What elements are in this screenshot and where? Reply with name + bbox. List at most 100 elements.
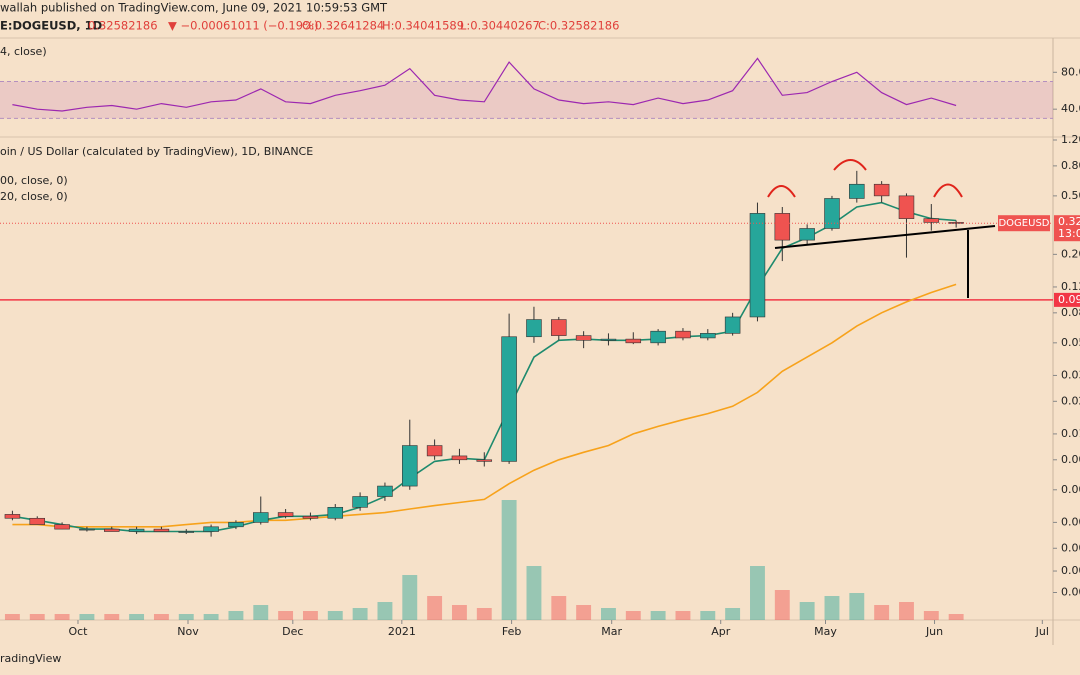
volume-bar <box>352 608 368 620</box>
volume-bar <box>874 605 890 620</box>
y-tick-label: 40.00 <box>1061 102 1080 115</box>
volume-bar <box>849 593 865 620</box>
y-tick-label: 0.0010 <box>1061 586 1080 599</box>
volume-bar <box>625 611 641 620</box>
candle-body <box>54 524 70 530</box>
volume-bar <box>253 605 269 620</box>
marks: 80.00 40.00 1.200 0.800 0.500 0.200 0.120 0.080… <box>0 57 1080 638</box>
price-tag-label: 0.32582186 <box>1058 215 1080 228</box>
volume-bar <box>551 596 567 620</box>
candle-body <box>352 496 368 508</box>
volume-bar <box>526 566 542 620</box>
volume-bar <box>923 611 939 620</box>
y-tick-label: 0.003 <box>1061 515 1080 528</box>
y-tick-label: 0.002 <box>1061 541 1080 554</box>
head <box>833 159 867 171</box>
candle-body <box>104 528 120 532</box>
x-tick-label: Oct <box>68 625 88 638</box>
candle-body <box>625 338 642 344</box>
candle-body <box>4 514 21 519</box>
volume-bar <box>576 605 592 620</box>
volume-bar <box>302 611 318 620</box>
volume-bar <box>799 602 815 620</box>
symbol: E:DOGEUSD, 1D <box>0 19 102 33</box>
candle-body <box>526 319 542 338</box>
volume-bar <box>650 611 666 620</box>
candle-body <box>799 228 815 241</box>
candle-body <box>824 198 840 229</box>
price-title: oin / US Dollar (calculated by TradingVi… <box>0 145 313 158</box>
y-tick-label: 0.200 <box>1061 247 1080 260</box>
candle-body <box>178 531 195 533</box>
candle-body <box>551 319 567 336</box>
y-tick-label: 0.120 <box>1061 280 1080 293</box>
volume-bar <box>948 614 964 620</box>
candle-body <box>128 528 145 532</box>
candle-body <box>501 336 517 462</box>
volume-bar <box>601 608 616 620</box>
y-tick-label: 0.008 <box>1061 453 1080 466</box>
candle-body <box>724 316 741 334</box>
volume-bar <box>29 614 45 620</box>
x-tick-label: Jun <box>925 625 943 638</box>
candle-body <box>650 330 666 344</box>
y-tick-label: 0.800 <box>1061 159 1080 172</box>
volume-bar <box>501 500 517 620</box>
volume-bar <box>4 614 20 620</box>
volume-bar <box>278 611 294 620</box>
left-shoulder <box>767 185 796 198</box>
right-shoulder <box>933 183 963 198</box>
volume-bar <box>203 614 219 620</box>
volume-bar <box>129 614 145 620</box>
close: C:0.32582186 <box>538 19 619 33</box>
candle-body <box>575 335 592 341</box>
change: ▼ −0.00061011 (−0.19%) <box>168 19 318 33</box>
y-tick-label: 0.080 <box>1061 306 1080 319</box>
volume-bar <box>700 611 716 620</box>
x-tick-label: Feb <box>502 625 521 638</box>
volume-bar <box>79 614 95 620</box>
volume-bar <box>750 566 765 620</box>
symbol-tag <box>998 215 1050 232</box>
candle-body <box>377 485 393 497</box>
high: H:0.34041589 <box>382 19 464 33</box>
y-tick-label: 0.0014 <box>1061 564 1080 577</box>
candle-body <box>153 528 170 532</box>
candle-body <box>451 455 468 461</box>
candle-body <box>849 183 865 199</box>
candle-body <box>228 522 244 528</box>
level-label: 0.098 <box>1058 293 1080 306</box>
candle-body <box>253 512 269 523</box>
candle-body <box>29 517 46 525</box>
symbol-tag-label: DOGEUSD <box>998 218 1049 229</box>
volume-bar <box>675 611 691 620</box>
countdown: 13:0 <box>1058 227 1080 240</box>
x-tick-label: Apr <box>711 625 731 638</box>
candle-body <box>948 222 964 224</box>
candle-body <box>923 218 940 223</box>
candle-body <box>700 333 716 339</box>
publisher: wallah published on TradingView.com, Jun… <box>0 1 388 15</box>
x-tick-label: 2021 <box>388 625 416 638</box>
volume-bar <box>228 611 244 620</box>
candle-body <box>277 512 294 517</box>
x-tick-label: Nov <box>177 625 199 638</box>
candle-body <box>898 195 915 219</box>
y-tick-label: 0.005 <box>1061 483 1080 496</box>
level-tag <box>1054 292 1080 307</box>
volume-bar <box>377 602 393 620</box>
y-tick-label: 0.030 <box>1061 368 1080 381</box>
volume-bar <box>451 605 467 620</box>
volume-bar <box>402 575 418 620</box>
y-tick-label: 0.500 <box>1061 189 1080 202</box>
legend-entry: 20, close, 0) <box>0 190 68 203</box>
volume-bar <box>476 608 492 620</box>
volume-bar <box>899 602 914 620</box>
rsi-title: 4, close) <box>0 45 47 58</box>
volume-bar <box>824 596 840 620</box>
volume-bar <box>725 608 741 620</box>
legend-entry: 00, close, 0) <box>0 174 68 187</box>
volume-bar <box>774 590 790 620</box>
last-price: 0.32582186 <box>88 19 158 33</box>
